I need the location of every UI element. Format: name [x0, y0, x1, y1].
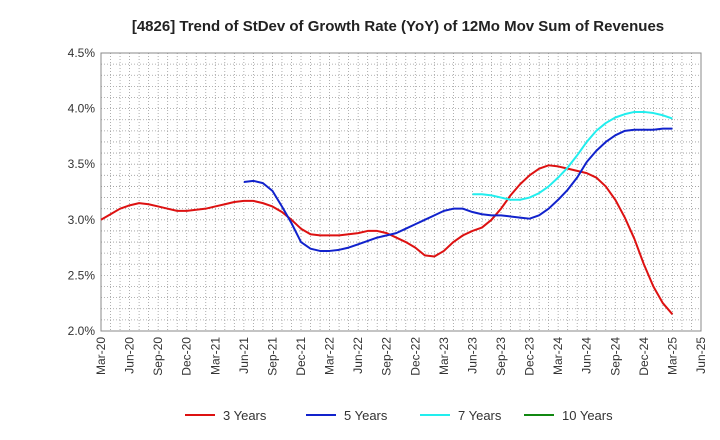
series-lines [100, 110, 674, 315]
series-line-5-years [243, 127, 673, 252]
x-tick-label: Sep-21 [265, 337, 279, 376]
x-tick-label: Dec-21 [294, 337, 308, 376]
x-tick-label: Sep-24 [608, 337, 622, 376]
x-tick-label: Dec-23 [523, 337, 537, 376]
x-tick-label: Jun-23 [465, 337, 479, 374]
x-tick-label: Dec-22 [408, 337, 422, 376]
legend-label: 7 Years [458, 408, 502, 423]
y-tick-label: 3.0% [68, 213, 96, 227]
x-tick-label: Sep-20 [151, 337, 165, 376]
x-tick-label: Jun-21 [237, 337, 251, 374]
legend-label: 3 Years [223, 408, 267, 423]
x-tick-label: Mar-20 [94, 337, 108, 375]
x-tick-label: Jun-25 [694, 337, 708, 374]
plot-frame [100, 52, 702, 332]
x-tick-label: Jun-20 [123, 337, 137, 374]
x-tick-label: Mar-24 [551, 337, 565, 375]
legend: 3 Years 5 Years 7 Years 10 Years [185, 408, 613, 423]
x-tick-label: Mar-23 [437, 337, 451, 375]
legend-label: 5 Years [344, 408, 388, 423]
x-tick-label: Jun-22 [351, 337, 365, 374]
chart-title: [4826] Trend of StDev of Growth Rate (Yo… [132, 18, 664, 35]
y-tick-label: 4.0% [68, 102, 96, 116]
x-tick-label: Mar-21 [208, 337, 222, 375]
series-line-7-years [472, 110, 673, 201]
plot-area [101, 53, 701, 331]
series-line-3-years [100, 164, 674, 315]
y-tick-label: 2.0% [68, 324, 96, 338]
x-tick-label: Dec-20 [180, 337, 194, 376]
y-tick-label: 3.5% [68, 157, 96, 171]
gridlines [100, 52, 702, 332]
x-tick-label: Sep-23 [494, 337, 508, 376]
x-tick-label: Mar-25 [665, 337, 679, 375]
y-tick-label: 2.5% [68, 268, 96, 282]
x-tick-label: Dec-24 [637, 337, 651, 376]
x-tick-label: Jun-24 [580, 337, 594, 374]
axes: 2.0% 2.5% 3.0% 3.5% 4.0% 4.5% Mar-20 Jun-20 Sep-… [68, 46, 708, 376]
y-tick-label: 4.5% [68, 46, 96, 60]
legend-label: 10 Years [562, 408, 613, 423]
x-tick-label: Mar-22 [323, 337, 337, 375]
x-tick-label: Sep-22 [380, 337, 394, 376]
